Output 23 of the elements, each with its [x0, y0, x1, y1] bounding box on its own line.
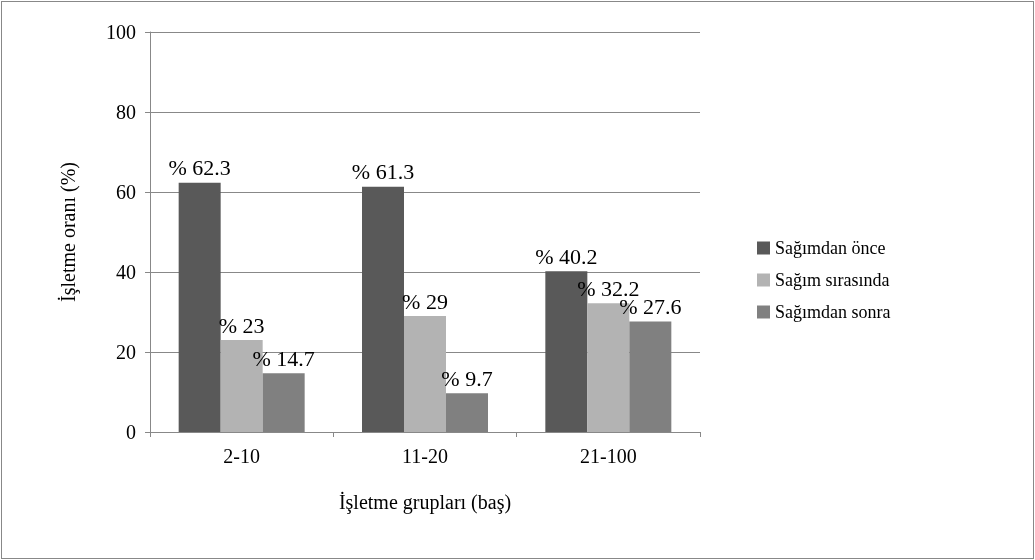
legend-label: Sağımdan sonra — [775, 302, 891, 322]
data-label: % 61.3 — [351, 159, 415, 185]
y-tick-label: 20 — [116, 341, 136, 363]
data-label: % 40.2 — [535, 243, 598, 269]
x-tick-label: 2-10 — [223, 445, 260, 467]
legend-label: Sağım sırasında — [775, 270, 890, 290]
y-tick-label: 60 — [116, 181, 136, 203]
y-tick-label: 0 — [126, 421, 136, 443]
legend-label: Sağımdan önce — [775, 238, 886, 258]
bar — [446, 393, 488, 432]
bar — [178, 182, 221, 432]
x-tick-label: 21-100 — [580, 445, 637, 467]
y-tick-label: 40 — [116, 261, 136, 283]
x-axis-title: İşletme grupları (baş) — [338, 491, 512, 514]
data-label: % 9.7 — [441, 365, 493, 391]
x-tick-label: 11-20 — [402, 445, 448, 467]
y-tick-label: 80 — [116, 101, 136, 123]
data-label: % 14.7 — [252, 345, 315, 371]
y-tick-label: 100 — [106, 21, 136, 43]
y-axis-title: İşletme oranı (%) — [57, 162, 80, 302]
bar — [262, 373, 305, 432]
bar — [362, 186, 404, 432]
data-label: % 62.3 — [168, 155, 231, 181]
